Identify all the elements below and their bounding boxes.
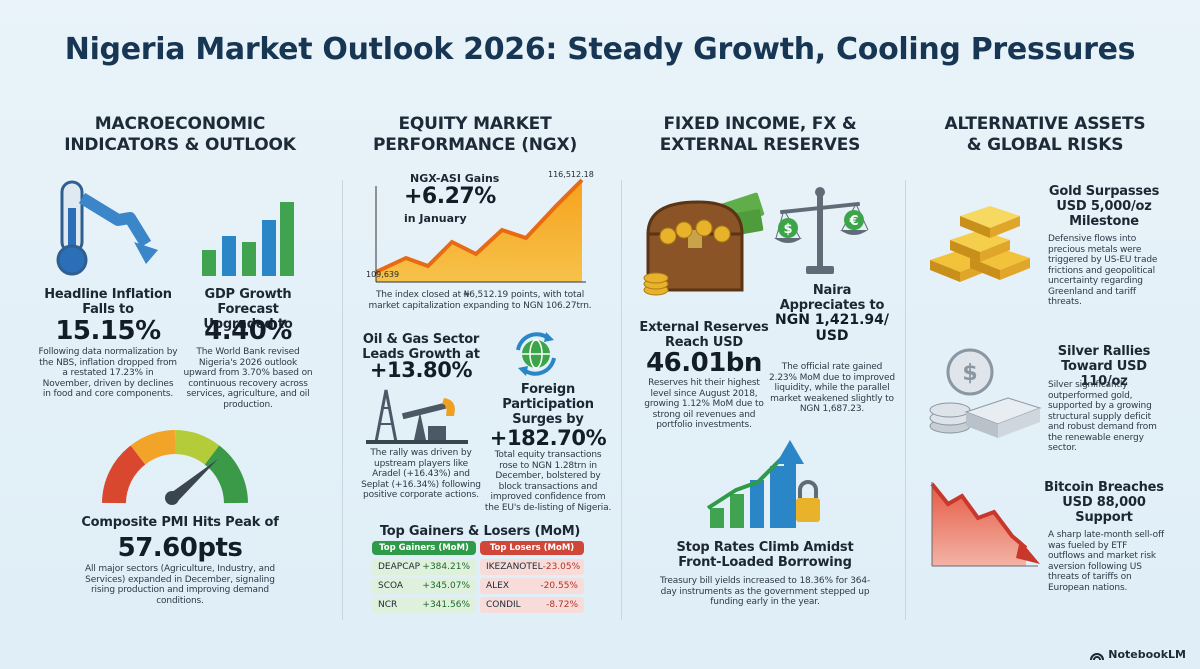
thermometer-icon [56,180,158,276]
losers-header: Top Losers (MoM) [480,541,584,555]
gainer-row: SCOA +345.07% [372,578,476,594]
loser-row: CONDIL -8.72% [480,597,584,613]
naira-headline: Naira Appreciates to [779,283,885,313]
gainer-row: DEAPCAP +384.21% [372,559,476,575]
notebooklm-logo-icon [1090,652,1105,660]
asi-label: NGX-ASI Gains [410,172,500,185]
falling-chart-icon [930,482,1040,567]
inflation-value: 15.15% [55,316,161,346]
asi-value: +6.27% [404,184,496,209]
oil-value: +13.80% [369,358,473,382]
asi-area-chart [375,178,586,283]
asi-high-label: 116,512.18 [548,170,594,179]
silver-text: Silver significantly outperformed gold, … [1048,380,1157,453]
gold-headline: Gold Surpasses USD 5,000/oz Milestone [1048,184,1160,229]
reserves-text: Reserves hit their highest level since A… [644,378,764,430]
rising-bars-lock-icon [706,440,820,528]
page-title: Nigeria Market Outlook 2026: Steady Grow… [64,32,1136,67]
asi-period: in January [404,212,467,225]
fpi-value: +182.70% [489,426,607,450]
asi-text: The index closed at ₦6,512.19 points, wi… [368,290,592,311]
loser-row: ALEX -20.55% [480,578,584,594]
heading-macro: MACROECONOMIC INDICATORS & OUTLOOK [64,114,296,155]
loser-row: IKEZANOTEL -23.05% [480,559,584,575]
gainers-header: Top Gainers (MoM) [372,541,476,555]
divider [342,180,343,620]
gainer-row: NCR +341.56% [372,597,476,613]
pmi-text: All major sectors (Agriculture, Industry… [85,564,275,606]
gdp-text: The World Bank revised Nigeria's 2026 ou… [183,347,313,410]
svg-text:$: $ [783,222,792,237]
movers-table-title: Top Gainers & Losers (MoM) [379,524,581,539]
svg-text:$: $ [962,361,977,386]
svg-text:€: € [848,214,858,229]
reserves-headline: External Reserves Reach USD [639,320,769,350]
inflation-text: Following data normalization by the NBS,… [38,347,178,399]
divider [905,180,906,620]
naira-text: The official rate gained 2.23% MoM due t… [769,362,895,414]
silver-icon: $ [929,348,1042,438]
gold-bars-icon [930,206,1030,282]
gold-text: Defensive flows into precious metals wer… [1048,234,1158,307]
asi-low-label: 109,639 [366,270,400,279]
oil-pump-icon [366,389,468,444]
balance-scale-icon: $ € [774,187,869,274]
fpi-text: Total equity transactions rose to NGN 1.… [484,450,612,513]
treasure-chest-icon [643,192,765,296]
footer-label: NotebookLM [1108,648,1186,661]
gdp-headline: GDP Growth Forecast Upgraded to [203,287,293,332]
gauge-icon [102,430,248,505]
naira-value: NGN 1,421.94/ USD [775,312,889,344]
pmi-value: 57.60pts [117,533,243,563]
heading-fixed: FIXED INCOME, FX & EXTERNAL RESERVES [659,114,861,155]
bitcoin-text: A sharp late-month sell-off was fueled b… [1048,530,1165,593]
inflation-headline: Headline Inflation Falls to [44,287,172,317]
gdp-value: 4.40% [204,316,292,346]
bar-chart-icon [202,202,294,276]
oil-text: The rally was driven by upstream players… [361,448,481,500]
bitcoin-headline: Bitcoin Breaches USD 88,000 Support [1044,480,1164,525]
fpi-headline: Foreign Participation Surges by [502,382,594,427]
stop-rates-text: Treasury bill yields increased to 18.36%… [659,576,871,607]
globe-exchange-icon [516,332,556,376]
stop-rates-headline: Stop Rates Climb Amidst Front-Loaded Bor… [676,540,854,570]
heading-equity: EQUITY MARKET PERFORMANCE (NGX) [372,114,578,155]
reserves-value: 46.01bn [646,348,762,378]
heading-alt: ALTERNATIVE ASSETS & GLOBAL RISKS [944,114,1146,155]
oil-headline: Oil & Gas Sector Leads Growth at [362,332,480,362]
divider [621,180,622,620]
pmi-headline: Composite PMI Hits Peak of [81,515,279,530]
silver-headline: Silver Rallies Toward USD 110/oz [1057,344,1151,389]
footer-brand: NotebookLM [1090,648,1186,661]
